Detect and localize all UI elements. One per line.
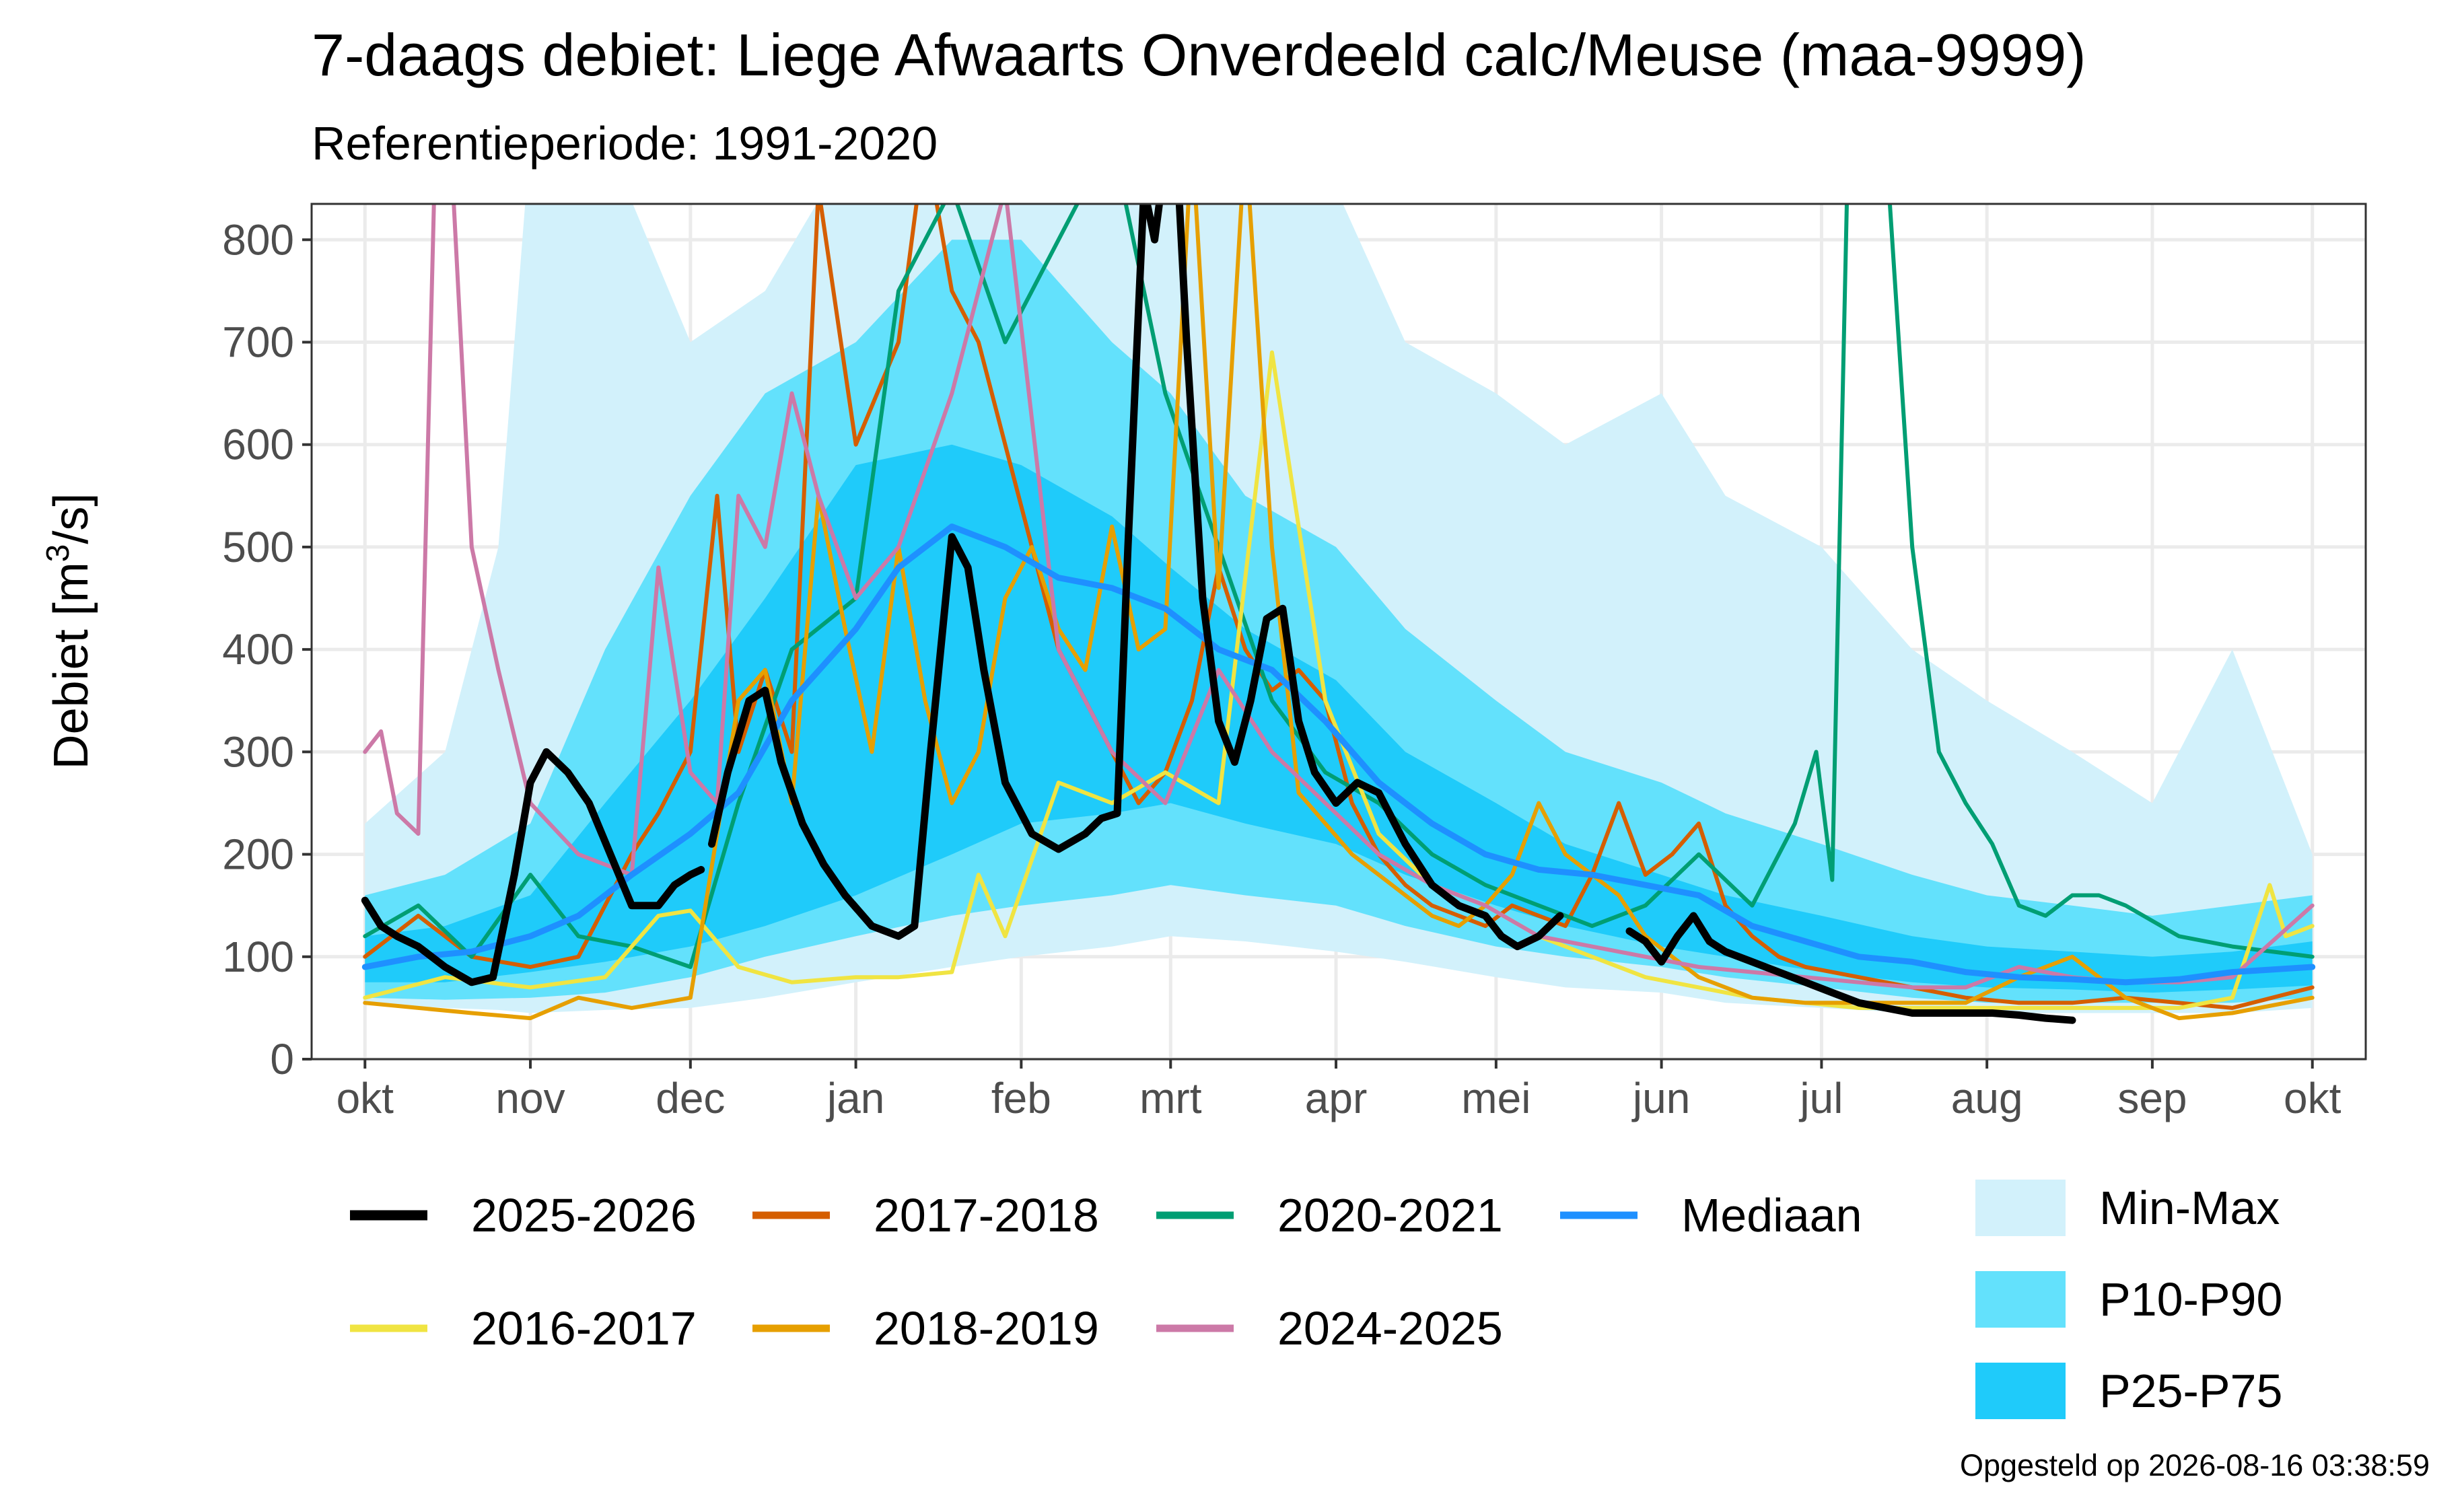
legend-label: P25-P75 [2099, 1365, 2282, 1417]
legend-key-p25-p75 [1975, 1363, 2066, 1419]
x-tick-label: jul [1798, 1074, 1843, 1122]
y-tick-label: 100 [222, 933, 294, 981]
y-tick-label: 600 [222, 421, 294, 469]
y-tick-label: 800 [222, 215, 294, 264]
footer-timestamp: Opgesteld op 2026-08-16 03:38:59 [1960, 1448, 2430, 1482]
x-tick-label: dec [656, 1074, 725, 1122]
legend: 2025-2026 2017-2018 2020-2021 Mediaan 2016-2… [350, 1180, 2282, 1419]
series-line-2018-2019 [363, 204, 2315, 1021]
series-line-2025-2026 [1625, 912, 2076, 1024]
legend-label: 2018-2019 [874, 1302, 1099, 1355]
series-line-mediaan [361, 524, 2316, 986]
x-tick-label: apr [1305, 1074, 1368, 1122]
x-tick-label: aug [1951, 1074, 2023, 1122]
legend-label: 2024-2025 [1277, 1302, 1503, 1355]
legend-label: 2025-2026 [471, 1189, 697, 1242]
y-tick-label: 300 [222, 727, 294, 776]
series-line-2020-2021 [363, 204, 2315, 969]
chart-subtitle: Referentieperiode: 1991-2020 [312, 117, 938, 170]
x-tick-label: nov [495, 1074, 565, 1122]
legend-label: 2020-2021 [1277, 1189, 1503, 1242]
plot-border [310, 203, 2367, 1060]
x-tick-label: jun [1631, 1074, 1690, 1122]
y-axis-label: Debiet [m3/s] [40, 493, 98, 770]
series-line-2024-2025 [363, 204, 2315, 990]
legend-label: Min-Max [2099, 1182, 2280, 1234]
series-line-2025-2026 [361, 748, 705, 986]
series-lines [361, 204, 2316, 1024]
y-tick-label: 200 [222, 830, 294, 879]
x-tick-label: feb [991, 1074, 1051, 1122]
x-tick-label: mrt [1139, 1074, 1202, 1122]
y-tick-label: 400 [222, 625, 294, 674]
legend-label: Mediaan [1681, 1189, 1862, 1242]
y-tick-label: 0 [270, 1035, 294, 1083]
x-tick-label: okt [337, 1074, 394, 1122]
series-line-2016-2017 [363, 350, 2315, 1010]
legend-key-p10-p90 [1975, 1271, 2066, 1328]
axes: 0 100 200 300 400 500 600 700 800 okt nov dec jan feb… [222, 215, 2341, 1122]
chart-title: 7-daags debiet: Liege Afwaarts Onverdeel… [312, 22, 2086, 88]
series-line-2025-2026 [708, 204, 1564, 951]
y-tick-label: 700 [222, 318, 294, 366]
legend-label: 2017-2018 [874, 1189, 1099, 1242]
x-tick-label: sep [2117, 1074, 2187, 1122]
y-tick-label: 500 [222, 523, 294, 571]
x-tick-label: jan [826, 1074, 884, 1122]
legend-key-min-max [1975, 1180, 2066, 1236]
x-tick-label: okt [2284, 1074, 2342, 1122]
x-tick-label: mei [1461, 1074, 1530, 1122]
legend-label: 2016-2017 [471, 1302, 697, 1355]
legend-label: P10-P90 [2099, 1273, 2282, 1326]
